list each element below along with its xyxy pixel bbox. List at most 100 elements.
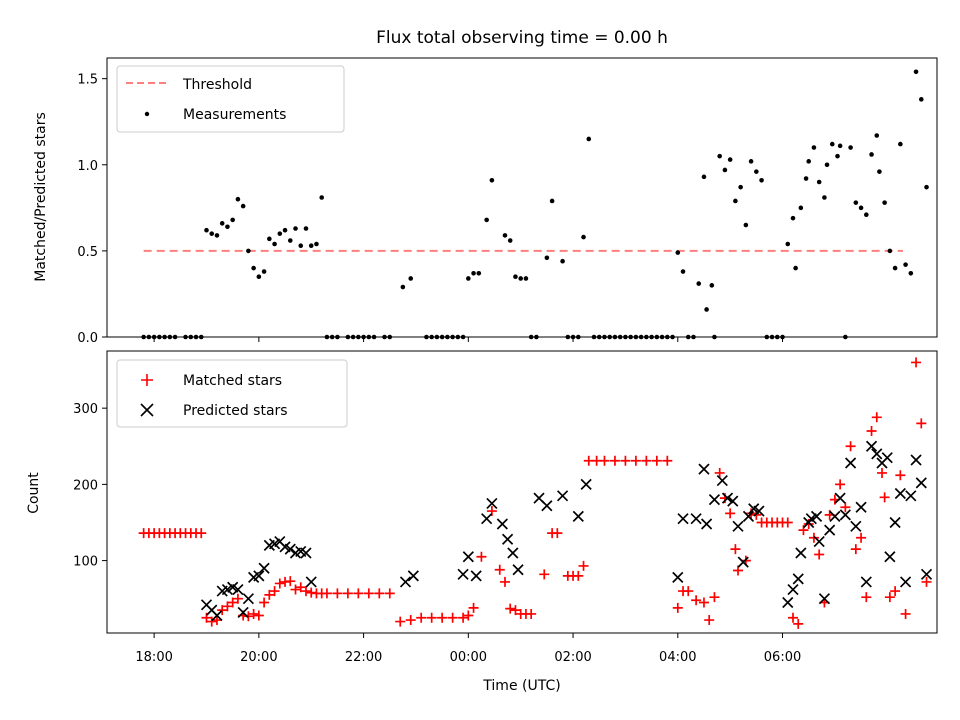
predicted-star-point <box>915 477 927 489</box>
predicted-star-point <box>700 518 713 530</box>
measurement-point <box>272 241 277 247</box>
measurement-point <box>544 255 550 261</box>
predicted-star-point <box>910 454 922 466</box>
predicted-star-point <box>721 492 734 504</box>
matched-star-point <box>890 586 901 597</box>
measurement-point <box>214 233 220 238</box>
matched-legend-label: Matched stars <box>183 373 282 389</box>
count-y-axis-label: Count <box>26 472 42 514</box>
matched-star-point <box>871 412 882 423</box>
count-y-tick-label: 200 <box>73 478 98 493</box>
measurement-point <box>400 284 406 290</box>
ratio-y-tick-label: 1.5 <box>77 73 98 88</box>
measurement-point <box>785 241 791 247</box>
predicted-star-point <box>716 474 728 487</box>
measurement-point <box>754 169 759 174</box>
measurement-point <box>759 177 764 183</box>
ratio-legend-box <box>116 65 345 133</box>
matched-star-point <box>552 528 563 539</box>
matched-star-point <box>704 615 715 626</box>
predicted-star-point <box>232 583 244 596</box>
matched-star-point <box>808 532 819 543</box>
matched-star-point <box>468 602 479 613</box>
measurement-point <box>466 276 471 281</box>
matched-star-point <box>573 570 584 581</box>
measurement-point <box>471 270 476 276</box>
predicted-star-point <box>871 448 883 460</box>
count-legend-box <box>116 359 348 428</box>
measurement-point <box>790 215 796 221</box>
predicted-star-point <box>732 520 744 532</box>
measurement-point <box>743 222 749 228</box>
matched-star-point <box>227 597 238 608</box>
measurement-point <box>903 262 908 267</box>
matched-star-point <box>285 576 296 587</box>
matched-star-point <box>295 582 306 593</box>
measurement-point <box>717 153 722 159</box>
measurement-point <box>489 177 495 183</box>
count-legend: Matched stars Predicted stars <box>116 359 348 428</box>
predicted-star-point <box>541 500 553 512</box>
predicted-star-point <box>839 509 851 521</box>
predicted-star-point <box>844 457 857 469</box>
measurement-point <box>898 141 903 147</box>
x-tick-label: 22:00 <box>345 650 382 665</box>
measurement-point <box>924 184 929 190</box>
matched-star-point <box>641 455 652 466</box>
measurement-point <box>858 205 864 211</box>
matched-star-point <box>895 470 906 481</box>
matched-star-point <box>866 426 877 437</box>
predicted-star-point <box>708 494 721 506</box>
measurement-point <box>913 69 919 75</box>
measurement-point <box>835 153 840 159</box>
matched-star-point <box>861 592 872 603</box>
predicted-star-point <box>818 593 831 605</box>
measurement-point <box>287 238 293 243</box>
predicted-star-point <box>792 573 804 585</box>
measurement-point <box>256 274 262 280</box>
measurement-point <box>803 176 809 181</box>
predicted-star-point <box>512 564 524 576</box>
ratio-y-axis-label: Matched/Predicted stars <box>33 112 49 282</box>
matched-star-point <box>232 593 243 604</box>
predicted-star-point <box>753 505 765 517</box>
measurement-point <box>308 243 314 249</box>
predicted-star-point <box>457 568 469 580</box>
measurement-point <box>277 231 283 236</box>
predicted-star-point <box>407 570 419 582</box>
predicted-star-point <box>813 535 825 548</box>
measurement-point <box>733 198 738 204</box>
measurement-point <box>848 145 853 150</box>
matched-star-point <box>321 588 332 599</box>
matched-star-point <box>211 615 222 626</box>
measurement-point <box>887 248 893 254</box>
measurement-point <box>246 248 251 254</box>
predicted-star-point <box>507 547 519 559</box>
ratio-y-tick-label: 0.0 <box>77 331 98 346</box>
x-axis-label: Time (UTC) <box>482 678 560 694</box>
measurement-point <box>793 265 798 271</box>
measurement-point <box>204 227 209 233</box>
x-tick-label: 20:00 <box>240 650 277 665</box>
matched-star-point <box>300 586 311 597</box>
predicted-star-point <box>899 576 912 588</box>
matched-star-point <box>787 612 798 623</box>
measurement-point <box>811 145 817 150</box>
measurement-point <box>748 159 754 164</box>
matched-star-point <box>342 588 353 599</box>
predicted-star-point <box>787 583 799 596</box>
measurement-point <box>722 167 728 173</box>
matched-star-point <box>505 603 516 614</box>
measurement-point <box>837 143 843 149</box>
measurement-point <box>484 217 489 223</box>
matched-star-point <box>835 479 846 490</box>
predicted-star-point <box>855 501 867 513</box>
threshold-legend-label: Threshold <box>182 77 252 93</box>
matched-star-point <box>332 588 343 599</box>
matched-star-point <box>698 597 709 608</box>
matched-star-point <box>463 610 474 621</box>
measurement-point <box>209 231 215 236</box>
matched-star-point <box>730 544 741 555</box>
matched-star-point <box>510 605 521 616</box>
